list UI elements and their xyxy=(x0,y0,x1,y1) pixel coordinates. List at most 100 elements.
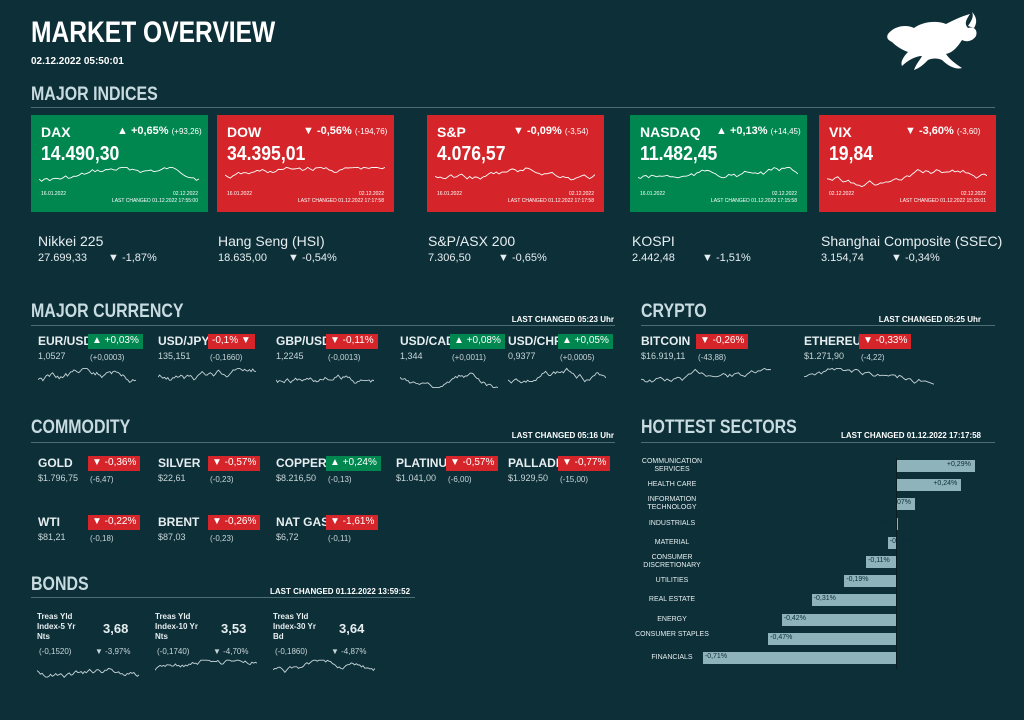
bond-delta: (-0,1520) xyxy=(39,647,72,656)
index-last-changed: LAST CHANGED 01.12.2022 17:17:58 xyxy=(297,198,384,204)
commodity-change-badge: ▼ -0,57% xyxy=(208,456,261,471)
bond-tile[interactable]: Treas Yld Index-5 Yr Nts 3,68 (-0,1520) ▼ -… xyxy=(37,612,142,682)
index-name: NASDAQ xyxy=(640,124,701,140)
commodity-name: BRENT xyxy=(158,515,200,529)
sector-label: COMMUNICATION SERVICES xyxy=(641,458,703,473)
bonds-last-changed: LAST CHANGED 01.12.2022 13:59:52 xyxy=(270,587,411,596)
commodity-tile[interactable]: PALLADIUM $1.929,50 ▼ -0,77% (-15,00) xyxy=(508,456,611,484)
sector-value-label: -0,03% xyxy=(889,537,913,545)
bond-change: ▼ -4,70% xyxy=(213,647,249,656)
sector-value-label: +0,07% xyxy=(887,499,911,507)
secondary-index-row: 2.442,48 ▼ -1,51% xyxy=(632,252,751,264)
currency-last-changed: LAST CHANGED 05:23 Uhr xyxy=(511,315,614,324)
currency-price: 1,0527 xyxy=(38,351,66,361)
commodity-tile[interactable]: PLATINUM $1.041,00 ▼ -0,57% (-6,00) xyxy=(396,456,499,484)
commodity-tile[interactable]: WTI $81,21 ▼ -0,22% (-0,18) xyxy=(38,515,141,543)
index-value: 34.395,01 xyxy=(227,143,306,165)
sector-bar xyxy=(887,536,896,549)
secondary-index-row: 18.635,00 ▼ -0,54% xyxy=(218,252,337,264)
sector-label: UTILITIES xyxy=(655,577,689,585)
index-start-date: 16.01.2022 xyxy=(41,191,67,197)
crypto-tile[interactable]: ETHEREUM $1.271,90 ▼ -0,33% (-4,22) xyxy=(804,334,934,385)
secondary-index-value: 3.154,74 xyxy=(821,252,864,264)
secondary-index[interactable]: Hang Seng (HSI) 18.635,00 ▼ -0,54% xyxy=(218,233,337,264)
currency-tile[interactable]: USD/CHF 0,9377 ▲ +0,05% (+0,0005) xyxy=(508,334,613,384)
bond-yield: 3,68 xyxy=(103,621,129,636)
index-card-vix[interactable]: VIX ▼ -3,60% (-3,60) 19,84 02.12.2022 02.12.… xyxy=(819,115,996,212)
index-end-date: 02.12.2022 xyxy=(960,191,986,197)
commodity-delta: (-6,00) xyxy=(448,475,472,484)
index-end-date: 02.12.2022 xyxy=(172,191,198,197)
commodity-price: $87,03 xyxy=(158,532,186,542)
index-change-points: (+93,26) xyxy=(171,127,202,136)
index-value: 19,84 xyxy=(829,143,874,165)
index-change: ▼ -0,09% (-3,54) xyxy=(513,125,588,137)
currency-sparkline xyxy=(508,367,606,384)
secondary-index[interactable]: KOSPI 2.442,48 ▼ -1,51% xyxy=(632,233,751,264)
commodity-price: $1.929,50 xyxy=(508,473,549,483)
commodity-price: $1.041,00 xyxy=(396,473,437,483)
sectors-divider xyxy=(641,442,995,443)
commodity-name: SILVER xyxy=(158,456,201,470)
currency-sparkline xyxy=(276,374,374,384)
commodity-name: WTI xyxy=(38,515,60,529)
secondary-index-name: Nikkei 225 xyxy=(38,233,104,249)
index-card-nasdaq[interactable]: NASDAQ ▲ +0,13% (+14,45) 11.482,45 16.01.20… xyxy=(630,115,807,212)
index-sparkline xyxy=(435,167,595,181)
currency-name: USD/CHF xyxy=(508,334,562,348)
commodity-tile[interactable]: COPPER $8.216,50 ▲ +0,24% (-0,13) xyxy=(276,456,381,484)
secondary-index[interactable]: Shanghai Composite (SSEC) 3.154,74 ▼ -0,34… xyxy=(821,233,1002,264)
bond-name: Treas Yld Index-10 Yr Nts xyxy=(155,612,198,641)
secondary-index-value: 2.442,48 xyxy=(632,252,675,264)
commodity-tile[interactable]: NAT GAS $6,72 ▼ -1,61% (-0,11) xyxy=(276,515,379,543)
commodity-delta: (-15,00) xyxy=(560,475,589,484)
currency-tile[interactable]: USD/JPY 135,151 -0,1% ▼ (-0,1660) xyxy=(158,334,256,381)
commodity-price: $8.216,50 xyxy=(276,473,317,483)
sector-bar xyxy=(896,460,975,472)
currency-heading: MAJOR CURRENCY xyxy=(31,301,184,322)
index-card-dow[interactable]: DOW ▼ -0,56% (-194,76) 34.395,01 16.01.2022… xyxy=(217,115,394,212)
commodity-change-badge: ▼ -0,77% xyxy=(558,456,611,471)
crypto-tile[interactable]: BITCOIN $16.919,11 ▼ -0,26% (-43,88) xyxy=(641,334,771,383)
sectors-heading: HOTTEST SECTORS xyxy=(641,417,797,438)
currency-delta: (-0,1660) xyxy=(210,353,243,362)
bond-tile[interactable]: Treas Yld Index-10 Yr Nts 3,53 (-0,1740) ▼ … xyxy=(155,612,260,682)
secondary-index[interactable]: Nikkei 225 27.699,33 ▼ -1,87% xyxy=(38,233,157,264)
currency-change-badge: -0,1% ▼ xyxy=(208,334,255,349)
bond-sparkline xyxy=(155,659,257,671)
index-end-date: 02.12.2022 xyxy=(771,191,797,197)
bond-sparkline xyxy=(37,667,139,678)
sector-label: CONSUMER STAPLES xyxy=(635,630,709,638)
currency-price: 1,344 xyxy=(400,351,423,361)
currency-tile[interactable]: USD/CAD 1,344 ▲ +0,08% (+0,0011) xyxy=(400,334,505,389)
commodity-tile[interactable]: GOLD $1.796,75 ▼ -0,36% (-6,47) xyxy=(38,456,141,484)
currency-delta: (-0,0013) xyxy=(328,353,361,362)
secondary-index-value: 18.635,00 xyxy=(218,252,267,264)
commodity-delta: (-0,13) xyxy=(328,475,352,484)
currency-tile[interactable]: EUR/USD 1,0527 ▲ +0,03% (+0,0003) xyxy=(38,334,143,383)
commodity-tile[interactable]: SILVER $22,61 ▼ -0,57% (-0,23) xyxy=(158,456,261,484)
bond-name: Treas Yld Index-5 Yr Nts xyxy=(37,612,76,641)
index-sparkline xyxy=(827,168,987,188)
index-change: ▲ +0,65% (+93,26) xyxy=(117,125,202,137)
commodity-price: $1.796,75 xyxy=(38,473,79,483)
commodity-delta: (-0,23) xyxy=(210,534,234,543)
currency-price: 1,2245 xyxy=(276,351,304,361)
index-card-sp[interactable]: S&P ▼ -0,09% (-3,54) 4.076,57 16.01.2022 02.… xyxy=(427,115,604,212)
sectors-last-changed: LAST CHANGED 01.12.2022 17:17:58 xyxy=(840,431,981,440)
currency-sparkline xyxy=(38,367,136,383)
index-name: DAX xyxy=(41,124,71,140)
currency-sparkline xyxy=(400,372,498,389)
commodity-delta: (-0,23) xyxy=(210,475,234,484)
currency-price: 0,9377 xyxy=(508,351,536,361)
index-card-dax[interactable]: DAX ▲ +0,65% (+93,26) 14.490,30 16.01.2022 0… xyxy=(31,115,208,212)
commodity-tile[interactable]: BRENT $87,03 ▼ -0,26% (-0,23) xyxy=(158,515,261,543)
bond-tile[interactable]: Treas Yld Index-30 Yr Bd 3,64 (-0,1860) ▼ -… xyxy=(273,612,378,682)
crypto-change-badge: ▼ -0,33% xyxy=(859,334,912,349)
commodity-last-changed: LAST CHANGED 05:16 Uhr xyxy=(511,431,614,440)
index-sparkline xyxy=(638,166,798,179)
index-change: ▼ -3,60% (-3,60) xyxy=(905,125,980,137)
bond-name: Treas Yld Index-30 Yr Bd xyxy=(273,612,316,641)
currency-tile[interactable]: GBP/USD 1,2245 ▼ -0,11% (-0,0013) xyxy=(276,334,378,384)
secondary-index[interactable]: S&P/ASX 200 7.306,50 ▼ -0,65% xyxy=(428,233,547,264)
